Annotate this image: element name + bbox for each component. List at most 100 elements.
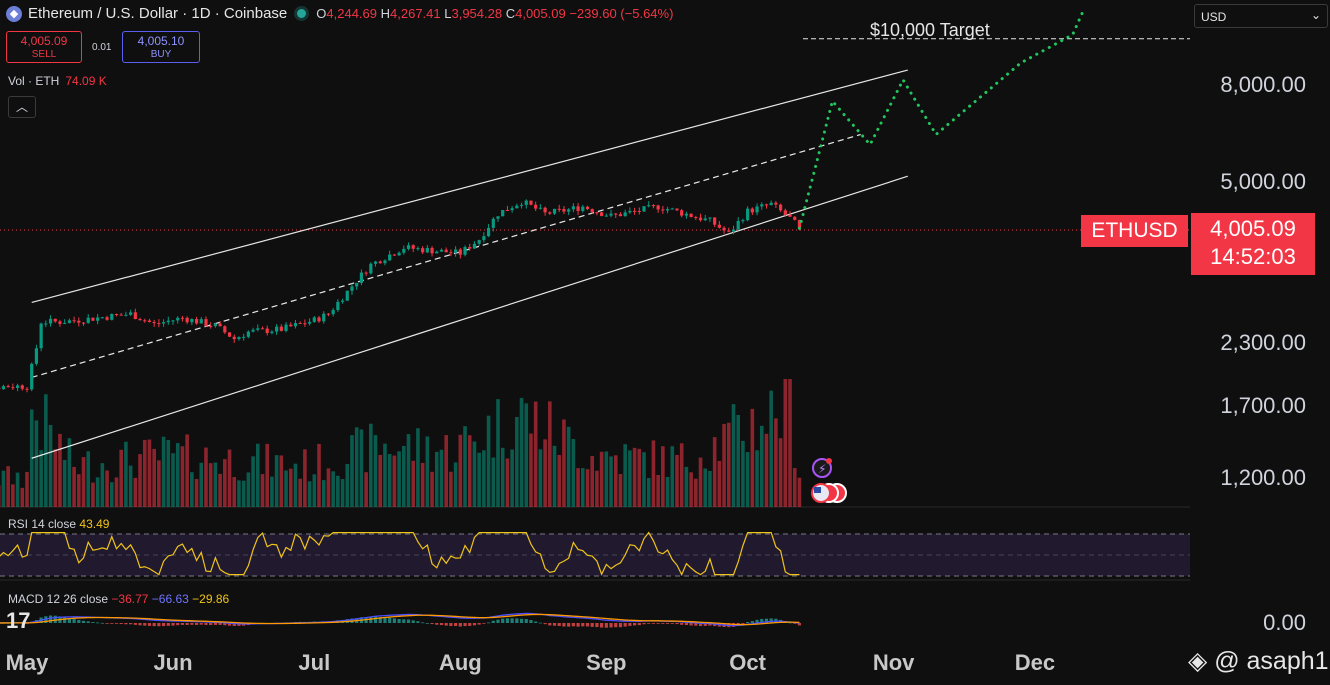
macd-legend[interactable]: MACD 12 26 close −36.77 −66.63 −29.86 xyxy=(8,592,230,606)
volume-bar xyxy=(651,440,656,507)
macd-histogram-bar xyxy=(741,623,745,625)
candle-body xyxy=(661,209,665,211)
volume-bar xyxy=(364,472,368,507)
candle-body xyxy=(468,247,472,249)
volume-bar xyxy=(350,435,354,507)
volume-bar xyxy=(255,443,260,507)
currency-select[interactable]: USD ⌄ xyxy=(1194,4,1328,28)
candle-body xyxy=(81,322,86,324)
sell-button[interactable]: 4,005.09 SELL xyxy=(6,31,82,63)
volume-bar xyxy=(307,481,312,507)
macd-signal-line[interactable] xyxy=(0,613,800,626)
macd-histogram-bar xyxy=(237,623,241,626)
candle-body xyxy=(11,387,15,389)
macd-histogram-bar xyxy=(213,623,217,625)
volume-bar xyxy=(463,426,467,507)
candle-body xyxy=(581,206,585,211)
volume-bar xyxy=(708,470,712,507)
candle-body xyxy=(190,318,194,323)
candle-body xyxy=(590,209,594,213)
macd-histogram-bar xyxy=(632,623,637,626)
macd-histogram-bar xyxy=(746,621,750,623)
macd-histogram-bar xyxy=(642,623,646,625)
volume-bar xyxy=(109,482,114,507)
candle-body xyxy=(67,320,71,324)
candle-body xyxy=(15,385,20,389)
macd-histogram-bar xyxy=(614,623,618,628)
candle-body xyxy=(722,227,726,231)
volume-legend[interactable]: Vol · ETH 74.09 K xyxy=(8,74,107,88)
volume-bar xyxy=(81,457,86,507)
volume-bar xyxy=(769,390,773,507)
macd-histogram-bar xyxy=(369,616,373,623)
macd-histogram-bar xyxy=(138,623,142,626)
tradingview-logo[interactable]: 17 xyxy=(6,608,31,633)
volume-bar xyxy=(354,427,359,507)
volume-bar xyxy=(246,472,251,507)
candle-body xyxy=(199,319,203,324)
volume-bar xyxy=(190,472,194,507)
volume-bar xyxy=(425,436,430,507)
macd-histogram-bar xyxy=(161,623,166,627)
macd-histogram-bar xyxy=(750,621,754,623)
candle-body xyxy=(53,318,57,322)
channel-line-mid[interactable] xyxy=(31,133,861,378)
candle-body xyxy=(647,205,651,207)
candle-body xyxy=(430,247,434,254)
macd-histogram-bar xyxy=(486,622,491,624)
buy-button[interactable]: 4,005.10 BUY xyxy=(122,31,200,63)
candle-body xyxy=(534,204,538,209)
volume-bar xyxy=(557,454,562,507)
volume-bar xyxy=(741,440,745,507)
candle-body xyxy=(303,323,307,325)
candle-body xyxy=(449,252,453,254)
price-tick-label: 1,200.00 xyxy=(1220,465,1306,490)
volume-bar xyxy=(458,434,463,507)
candle-body xyxy=(402,248,406,253)
macd-histogram-bar xyxy=(585,623,590,627)
volume-bar xyxy=(227,449,232,507)
macd-histogram-bar xyxy=(680,623,684,625)
macd-histogram-bar xyxy=(199,623,203,625)
channel-line-upper[interactable] xyxy=(31,69,908,304)
volume-bar xyxy=(11,484,15,507)
candle-body xyxy=(727,230,731,232)
macd-histogram-bar xyxy=(129,623,133,625)
macd-histogram-bar xyxy=(91,622,95,623)
candle-body xyxy=(788,214,792,217)
volume-bar xyxy=(439,449,444,507)
channel-line-lower[interactable] xyxy=(31,175,908,459)
forecast-path[interactable] xyxy=(797,11,1084,230)
lightning-icon[interactable] xyxy=(812,458,832,478)
candle-body xyxy=(482,236,486,241)
volume-bar xyxy=(279,455,284,507)
volume-bar xyxy=(449,471,453,507)
macd-histogram-bar xyxy=(227,623,232,626)
candle-body xyxy=(486,227,491,237)
macd-histogram-bar xyxy=(548,623,552,626)
volume-bar xyxy=(223,459,227,507)
candle-body xyxy=(350,286,354,291)
candle-body xyxy=(731,229,736,232)
candle-body xyxy=(270,331,274,334)
candle-body xyxy=(397,252,401,256)
candle-body xyxy=(133,312,137,320)
rsi-line[interactable] xyxy=(0,531,800,577)
volume-bar xyxy=(331,471,335,507)
macd-histogram-bar xyxy=(793,623,797,624)
candle-body xyxy=(632,210,637,212)
collapse-legend-button[interactable]: ︿ xyxy=(8,96,36,118)
macd-histogram-bar xyxy=(472,623,477,626)
rsi-legend[interactable]: RSI 14 close 43.49 xyxy=(8,517,110,531)
event-icons[interactable]: ⚡ xyxy=(811,458,847,503)
symbol-title[interactable]: Ethereum / U.S. Dollar · 1D · Coinbase xyxy=(28,5,288,22)
last-price-tag: 4,005.09 14:52:03 xyxy=(1191,213,1315,275)
candle-body xyxy=(388,254,392,261)
volume-bar xyxy=(590,455,594,507)
macd-histogram-bar xyxy=(416,621,420,623)
candle-body xyxy=(359,272,364,283)
candle-body xyxy=(760,204,764,207)
price-tick-label: 2,300.00 xyxy=(1220,330,1306,356)
volume-bar xyxy=(661,446,665,507)
